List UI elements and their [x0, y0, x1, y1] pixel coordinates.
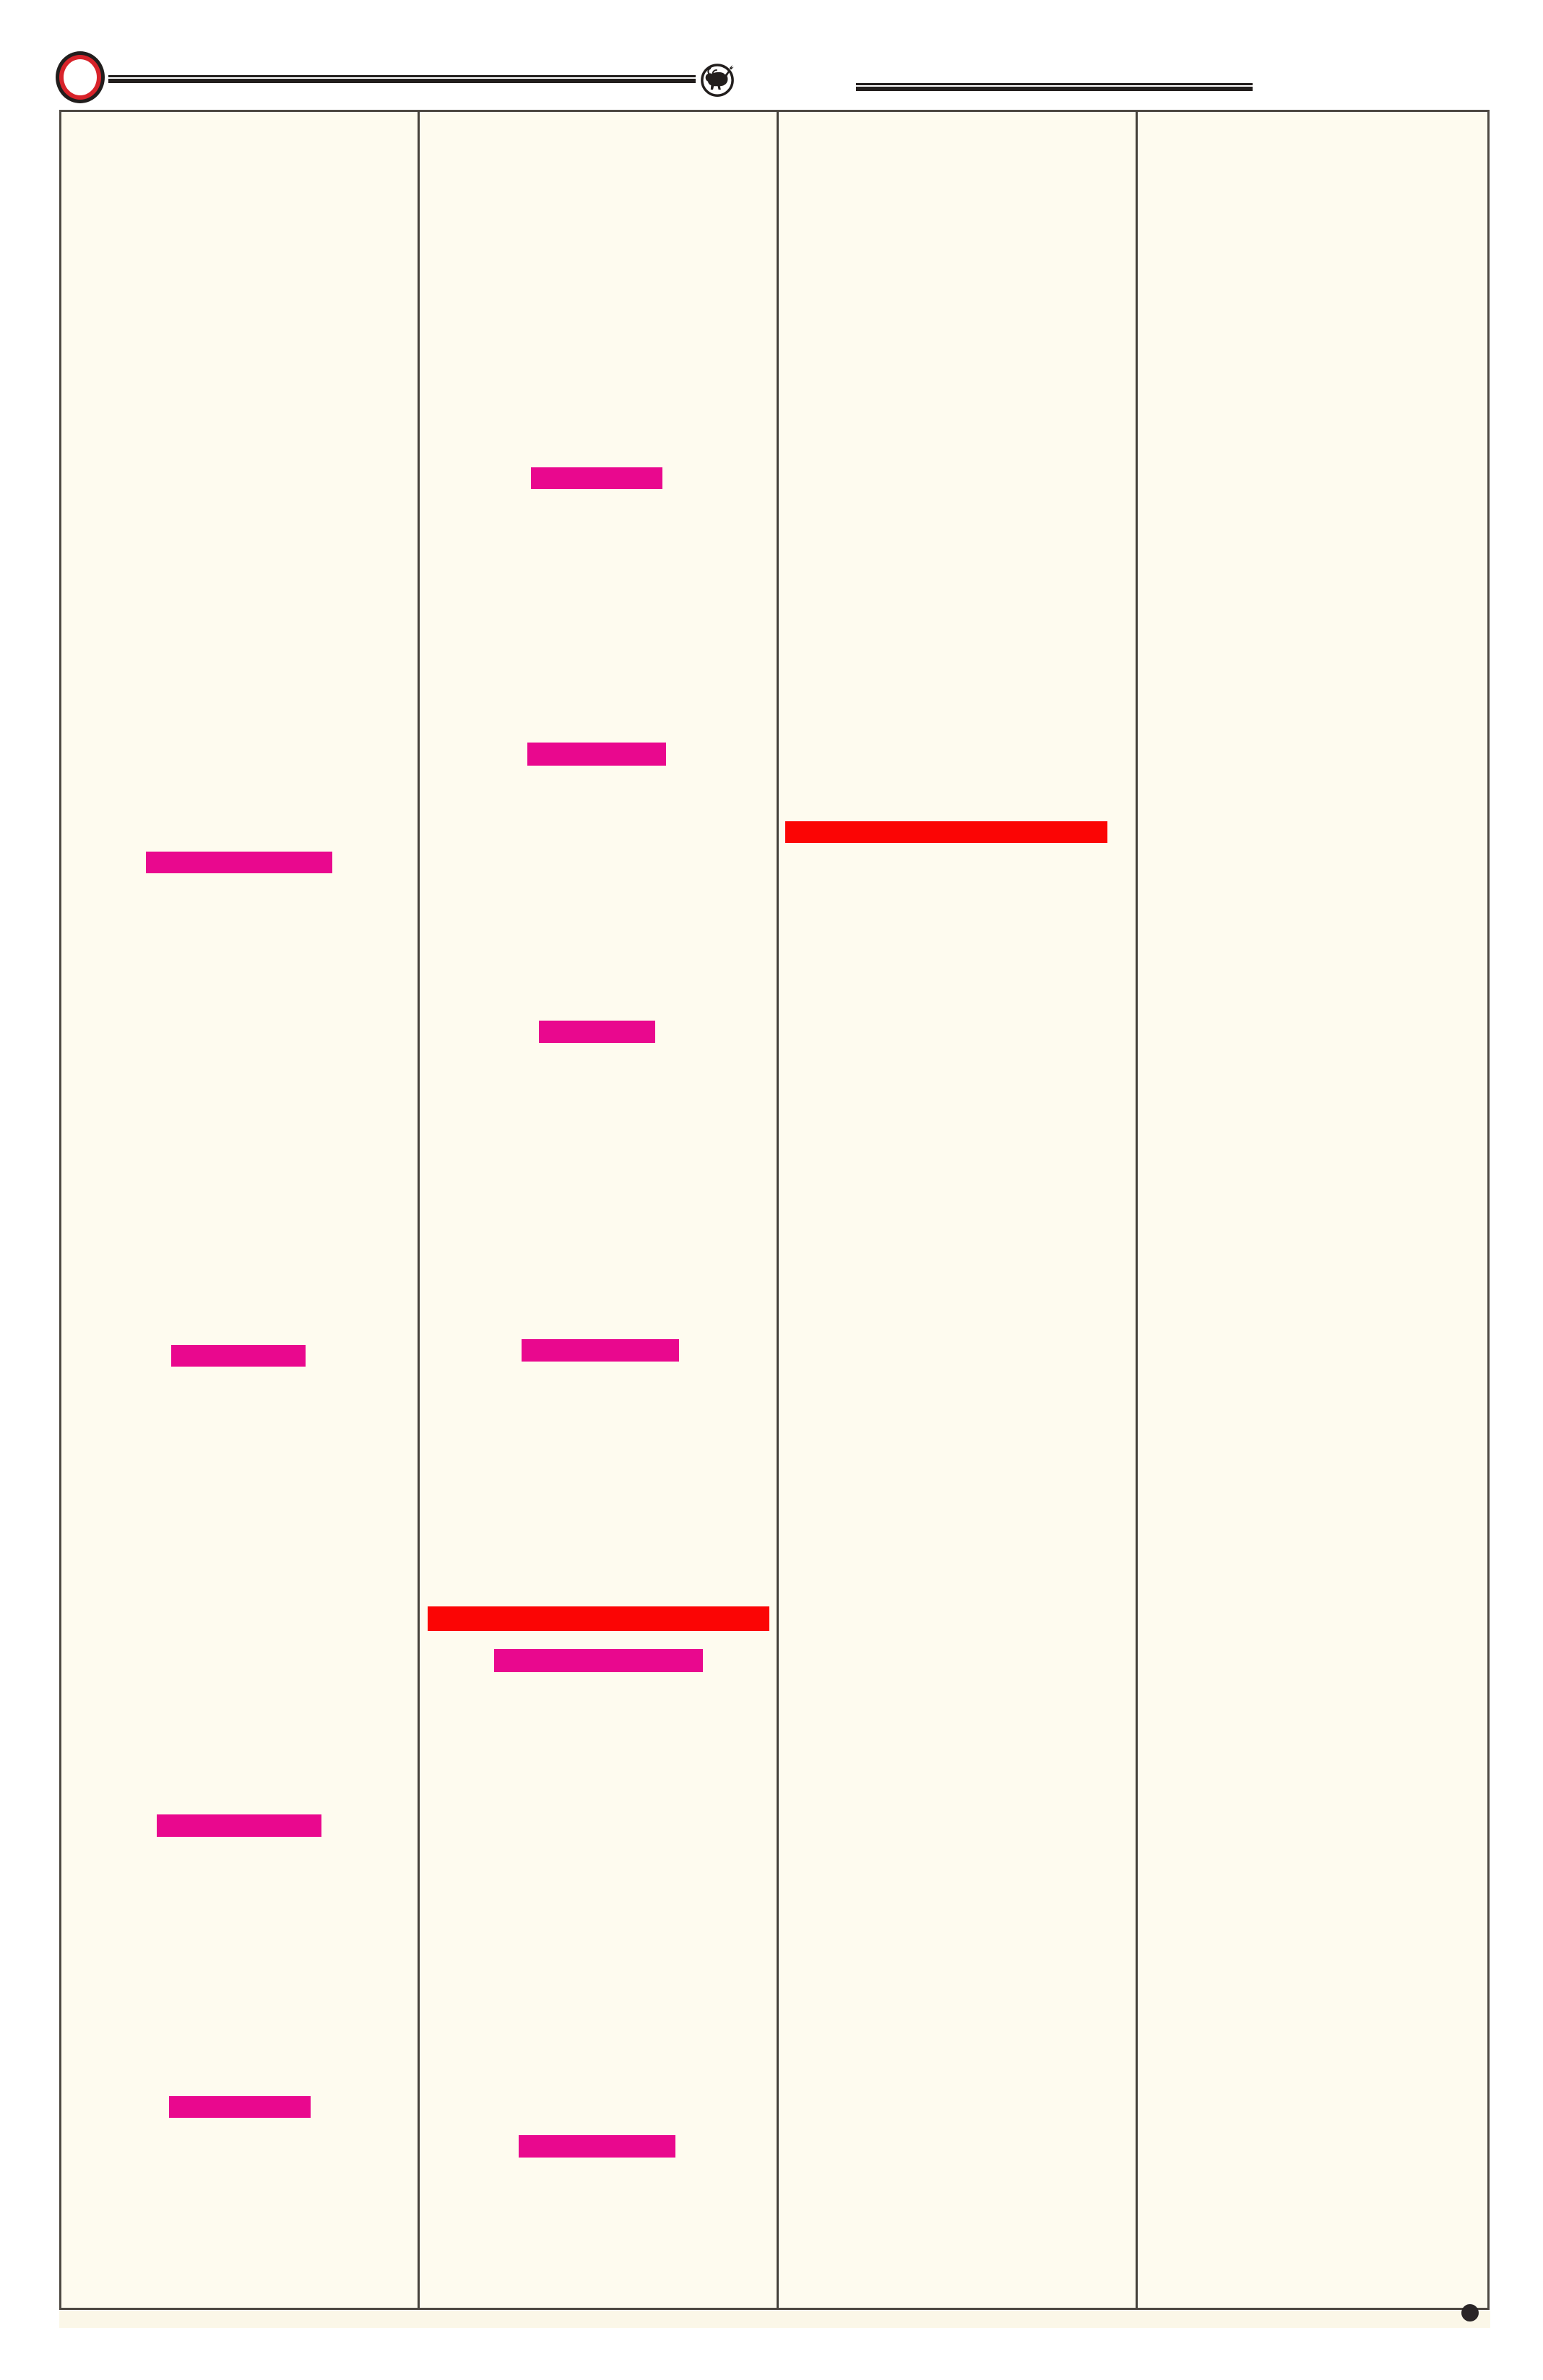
magenta-redaction-bar	[519, 2135, 675, 2158]
rule-thick-line	[108, 79, 696, 83]
magenta-redaction-bar	[157, 1814, 321, 1837]
rule-thin-line	[108, 75, 696, 77]
magenta-redaction-bar	[171, 1345, 306, 1367]
rule-thin-line	[856, 83, 1253, 85]
magenta-redaction-bar	[169, 2096, 311, 2118]
red-redaction-bar	[428, 1606, 769, 1631]
magenta-redaction-bar	[539, 1021, 655, 1043]
column-divider-2	[777, 111, 779, 2308]
punch-dot-icon	[1461, 2304, 1479, 2321]
red-redaction-bar	[785, 821, 1107, 843]
hole-punch-ring-icon	[59, 55, 101, 100]
header-left-rule	[108, 75, 696, 83]
bull-emblem-icon	[701, 64, 734, 97]
magenta-redaction-bar	[527, 743, 666, 766]
magenta-redaction-bar	[522, 1339, 679, 1362]
magenta-redaction-bar	[146, 852, 332, 873]
scan-artifact-strip	[59, 2311, 1490, 2328]
rule-thick-line	[856, 87, 1253, 91]
magenta-redaction-bar	[494, 1649, 703, 1672]
table-frame	[59, 110, 1490, 2310]
column-divider-3	[1136, 111, 1138, 2308]
header-right-rule	[856, 83, 1253, 91]
magenta-redaction-bar	[531, 467, 662, 489]
column-divider-1	[418, 111, 420, 2308]
